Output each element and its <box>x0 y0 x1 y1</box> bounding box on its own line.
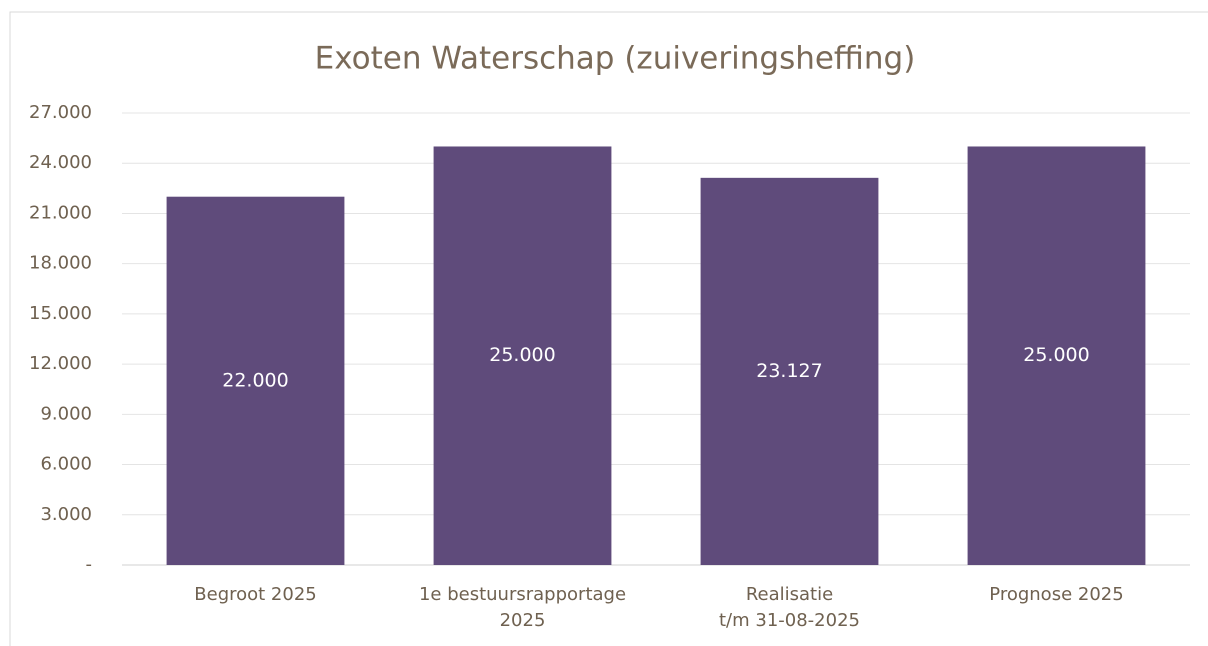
data-label: 22.000 <box>222 369 288 391</box>
y-tick-label: 18.000 <box>29 253 92 274</box>
bar <box>700 177 879 565</box>
data-label: 25.000 <box>1023 344 1089 366</box>
chart-border <box>9 11 1208 646</box>
y-tick-label: - <box>86 554 93 575</box>
y-tick-label: 12.000 <box>29 353 92 374</box>
bar <box>967 146 1146 565</box>
data-label: 23.127 <box>756 360 822 382</box>
y-tick-label: 24.000 <box>29 152 92 173</box>
y-tick-label: 27.000 <box>29 102 92 123</box>
data-label: 25.000 <box>489 344 555 366</box>
x-tick-label: 1e bestuursrapportage 2025 <box>418 584 627 631</box>
bar <box>166 196 345 565</box>
x-tick-label: Prognose 2025 <box>989 584 1124 605</box>
y-tick-label: 9.000 <box>40 403 92 424</box>
x-tick-label: Begroot 2025 <box>194 584 317 605</box>
bar <box>433 146 612 565</box>
y-tick-label: 21.000 <box>29 202 92 223</box>
chart-title: Exoten Waterschap (zuiveringsheffing) <box>315 41 916 77</box>
y-tick-label: 3.000 <box>40 504 92 525</box>
y-tick-label: 15.000 <box>29 303 92 324</box>
x-tick-label: Realisatie t/m 31-08-2025 <box>719 584 860 631</box>
y-tick-label: 6.000 <box>40 454 92 475</box>
